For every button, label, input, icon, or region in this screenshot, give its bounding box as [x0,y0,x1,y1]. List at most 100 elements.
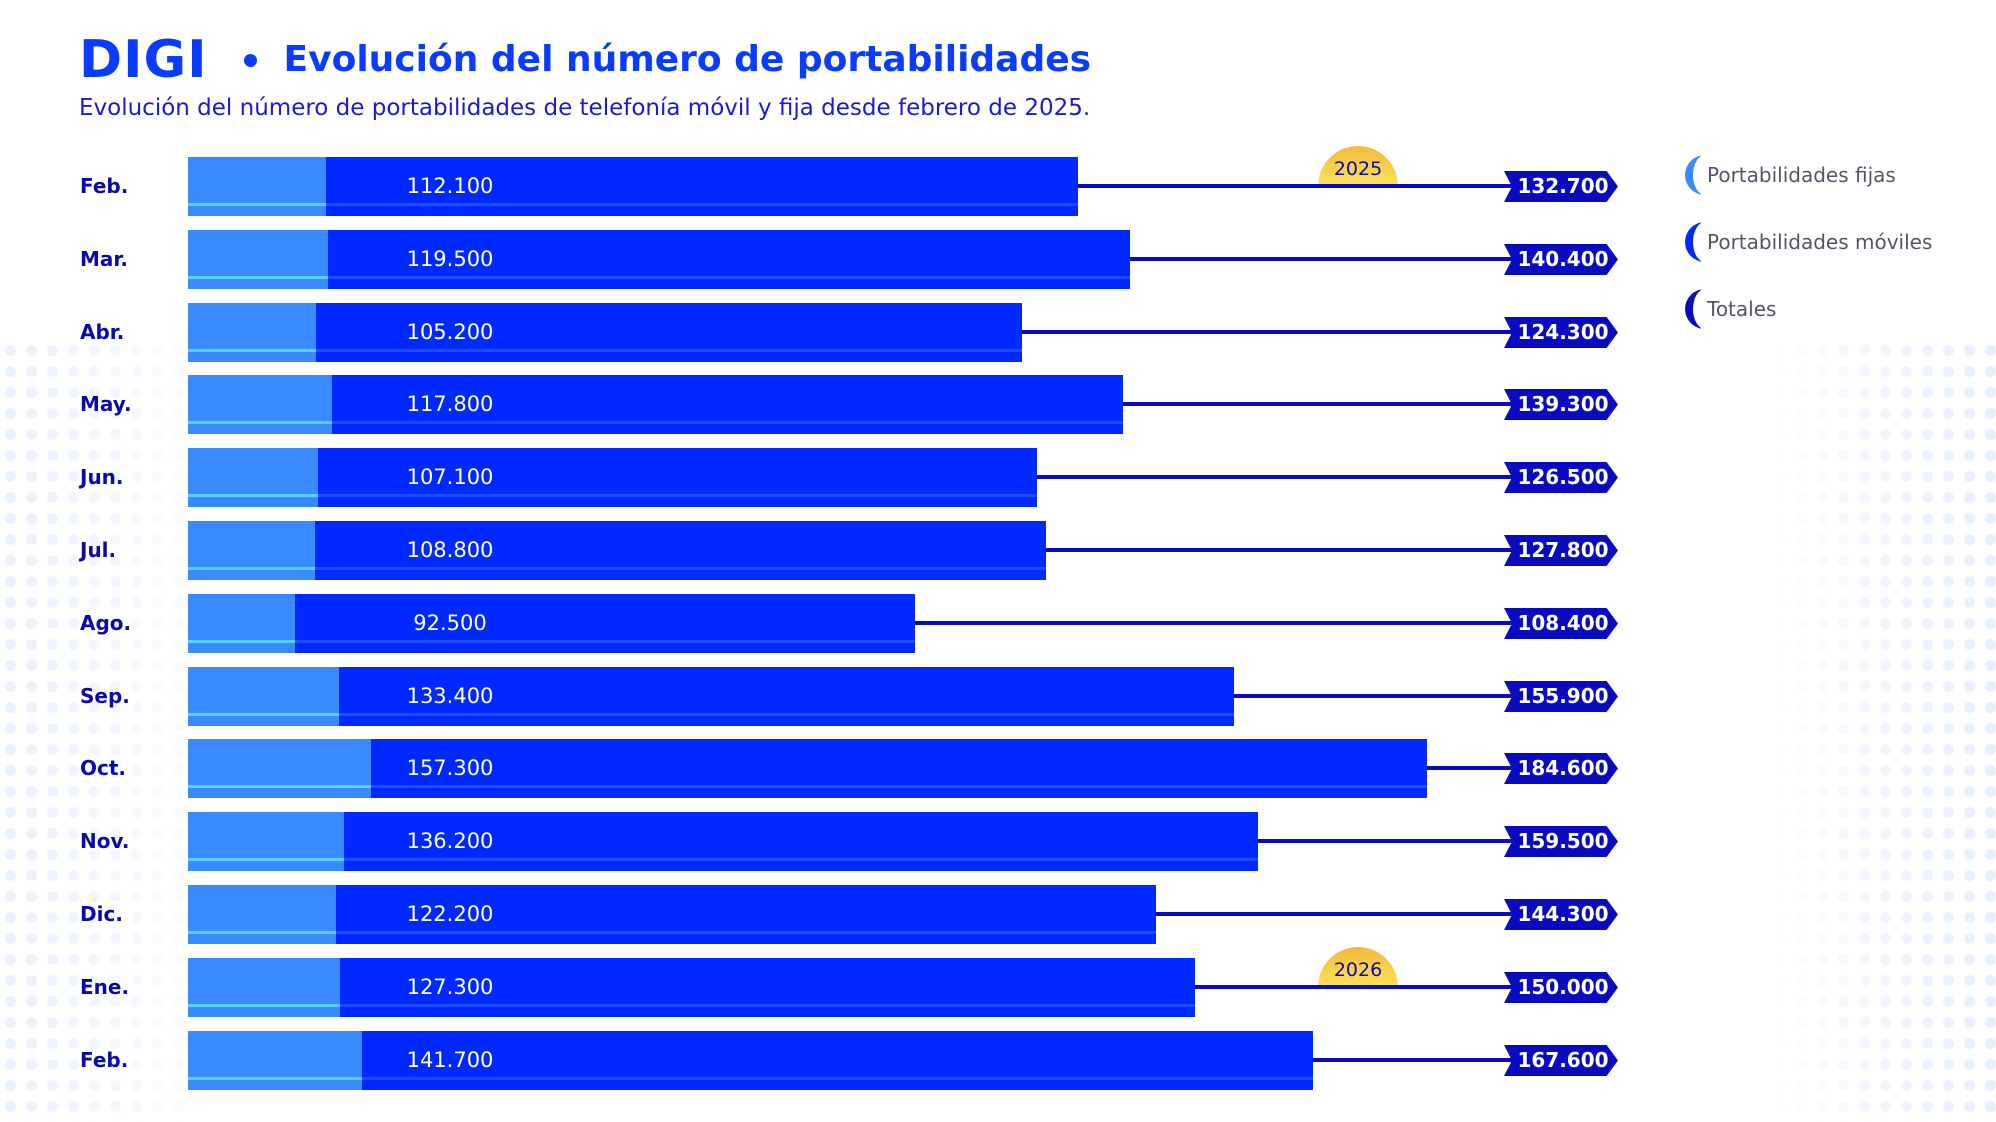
fixed-bar-segment [188,521,315,580]
total-connector-line [1123,402,1512,406]
background-dot-pattern-left [0,340,220,1122]
month-label: Oct. [80,756,127,780]
total-connector-line [1037,475,1512,479]
fixed-bar-segment [188,667,339,726]
total-value-tag: 144.300 [1504,899,1618,930]
total-value-tag: 132.700 [1504,171,1618,202]
legend-item-mobile: Portabilidades móviles [1683,222,1932,262]
chart-row: Ene. 127.300 2026 150.000 [0,947,1996,1017]
mobile-bar [188,1031,1313,1090]
total-connector-line [1234,694,1512,698]
total-connector-line [1130,257,1512,261]
month-label: Feb. [80,1048,129,1072]
legend-label: Totales [1707,297,1777,321]
mobile-bar [188,303,1022,362]
total-value-tag: 139.300 [1504,389,1618,420]
arc-icon [1683,289,1701,329]
year-badge: 2026 [1318,947,1398,987]
total-connector-line [1078,184,1512,188]
mobile-bar [188,594,915,653]
chart-row: Abr. 105.200 124.300 [0,303,1996,362]
chart-row: Sep. 133.400 155.900 [0,667,1996,726]
total-value-tag: 124.300 [1504,317,1618,348]
mobile-value: 157.300 [406,756,494,780]
background-dot-pattern-right [1770,340,1996,1122]
fixed-bar-segment [188,739,371,798]
fixed-bar-segment [188,594,295,653]
mobile-value: 127.300 [406,975,494,999]
mobile-value: 133.400 [406,684,494,708]
total-connector-line [1022,330,1512,334]
legend-item-total: Totales [1683,289,1932,329]
bullet-icon [243,53,257,67]
total-value-tag: 108.400 [1504,608,1618,639]
total-connector-line [1427,766,1512,770]
legend-label: Portabilidades fijas [1707,163,1896,187]
month-label: Nov. [80,829,130,853]
fixed-bar-segment [188,1031,362,1090]
total-value-tag: 140.400 [1504,244,1618,275]
mobile-value: 105.200 [406,320,494,344]
chart-row: Nov. 136.200 159.500 [0,812,1996,871]
month-label: Jul. [80,538,117,562]
month-label: May. [80,392,132,416]
total-connector-line [1258,839,1512,843]
legend-label: Portabilidades móviles [1707,230,1933,254]
month-label: Abr. [80,320,125,344]
month-label: Dic. [80,902,123,926]
arc-icon [1683,222,1701,262]
total-value-tag: 150.000 [1504,972,1618,1003]
fixed-bar-segment [188,375,332,434]
arc-icon [1683,155,1701,195]
month-label: Ene. [80,975,130,999]
legend-item-fixed: Portabilidades fijas [1683,155,1932,195]
fixed-bar-segment [188,812,344,871]
total-value-tag: 155.900 [1504,681,1618,712]
mobile-bar [188,958,1195,1017]
total-value-tag: 126.500 [1504,462,1618,493]
chart-row: Jun. 107.100 126.500 [0,448,1996,507]
chart-row: Feb. 141.700 167.600 [0,1031,1996,1090]
mobile-bar [188,739,1427,798]
mobile-bar [188,667,1234,726]
mobile-value: 108.800 [406,538,494,562]
page-subtitle: Evolución del número de portabilidades d… [79,95,1091,121]
fixed-bar-segment [188,303,316,362]
mobile-value: 136.200 [406,829,494,853]
month-label: Mar. [80,247,129,271]
mobile-bar [188,885,1156,944]
fixed-bar-segment [188,885,336,944]
month-label: Feb. [80,174,129,198]
mobile-bar [188,230,1130,289]
total-connector-line [1046,548,1512,552]
page-title: Evolución del número de portabilidades [283,39,1092,80]
total-value-tag: 127.800 [1504,535,1618,566]
mobile-value: 112.100 [406,174,494,198]
month-label: Jun. [80,465,124,489]
chart-row: Dic. 122.200 144.300 [0,885,1996,944]
digi-logo: DIGI [79,30,208,90]
chart-row: Feb. 112.100 2025 132.700 [0,146,1996,216]
mobile-bar [188,157,1078,216]
mobile-value: 107.100 [406,465,494,489]
fixed-bar-segment [188,958,340,1017]
total-value-tag: 167.600 [1504,1045,1618,1076]
mobile-value: 141.700 [406,1048,494,1072]
chart-row: Jul. 108.800 127.800 [0,521,1996,580]
month-label: Sep. [80,684,130,708]
chart-row: Ago. 92.500 108.400 [0,594,1996,653]
total-connector-line [915,621,1512,625]
mobile-value: 117.800 [406,392,494,416]
mobile-bar [188,375,1123,434]
mobile-bar [188,812,1258,871]
total-connector-line [1195,985,1512,989]
chart-row: Oct. 157.300 184.600 [0,739,1996,798]
fixed-bar-segment [188,448,318,507]
mobile-bar [188,521,1046,580]
mobile-value: 122.200 [406,902,494,926]
header: DIGI Evolución del número de portabilida… [79,32,1091,88]
fixed-bar-segment [188,230,328,289]
total-value-tag: 159.500 [1504,826,1618,857]
total-value-tag: 184.600 [1504,753,1618,784]
